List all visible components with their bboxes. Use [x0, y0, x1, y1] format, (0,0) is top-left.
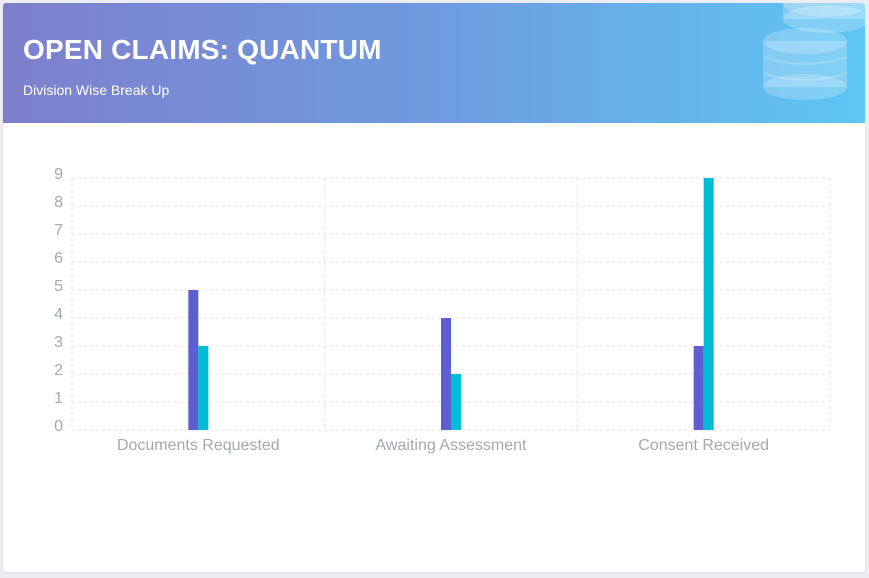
- y-tick-label: 8: [54, 194, 63, 211]
- y-tick-label: 7: [54, 222, 63, 239]
- bars: [188, 178, 714, 430]
- y-tick-label: 5: [54, 278, 63, 295]
- bar[interactable]: [703, 178, 714, 430]
- coins-icon: [762, 3, 865, 100]
- card-title: OPEN CLAIMS: QUANTUM: [23, 34, 382, 65]
- y-tick-label: 2: [54, 362, 63, 379]
- bar[interactable]: [441, 318, 451, 430]
- y-tick-label: 4: [54, 306, 63, 323]
- y-tick-label: 1: [54, 390, 63, 407]
- bar[interactable]: [451, 374, 461, 430]
- x-category-label: Awaiting Assessment: [376, 437, 527, 454]
- bar-chart: 0 1 2 3 4 5 6 7 8 9 Documents Requested Awaiting A…: [54, 166, 831, 454]
- x-category-label: Documents Requested: [117, 437, 280, 454]
- y-tick-label: 0: [54, 418, 63, 435]
- bar[interactable]: [188, 290, 199, 430]
- card-header: OPEN CLAIMS: QUANTUM Division Wise Break…: [3, 3, 865, 123]
- card-subtitle: Division Wise Break Up: [23, 82, 170, 98]
- bar[interactable]: [198, 346, 209, 430]
- y-axis: 0 1 2 3 4 5 6 7 8 9: [54, 166, 63, 435]
- y-tick-label: 9: [54, 166, 63, 183]
- x-category-label: Consent Received: [638, 437, 769, 454]
- bar[interactable]: [693, 346, 704, 430]
- y-tick-label: 3: [54, 334, 63, 351]
- chart-area: 0 1 2 3 4 5 6 7 8 9 Documents Requested Awaiting A…: [3, 123, 865, 572]
- x-axis: Documents Requested Awaiting Assessment Co…: [117, 437, 769, 454]
- y-tick-label: 6: [54, 250, 63, 267]
- claims-card: OPEN CLAIMS: QUANTUM Division Wise Break…: [3, 3, 865, 572]
